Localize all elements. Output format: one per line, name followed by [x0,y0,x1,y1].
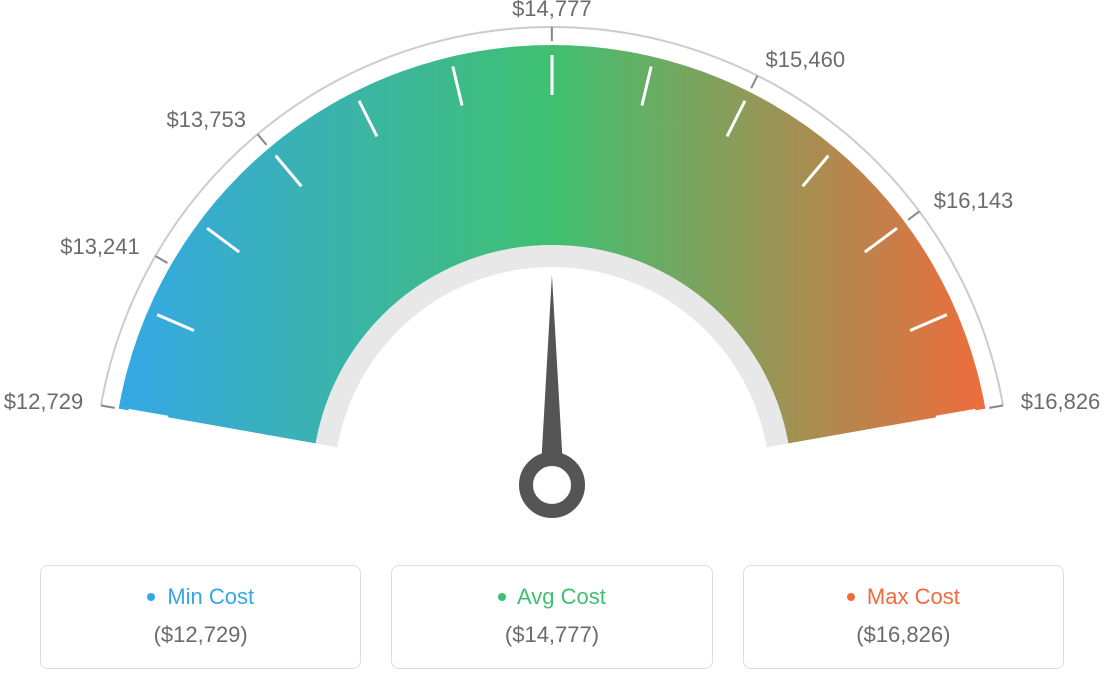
legend-card-min: Min Cost ($12,729) [40,565,361,669]
gauge-tick-label: $13,241 [60,234,140,260]
legend-title-max: Max Cost [754,584,1053,610]
legend-card-max: Max Cost ($16,826) [743,565,1064,669]
legend-title-text-max: Max Cost [867,584,960,609]
gauge-tick-label: $14,777 [512,0,592,22]
gauge-tick-label: $16,826 [1021,389,1101,415]
legend-row: Min Cost ($12,729) Avg Cost ($14,777) Ma… [0,565,1104,669]
gauge-chart: $12,729 $13,241 $13,753 $14,777 $15,460 $16,1… [0,0,1104,555]
legend-dot-max [847,593,855,601]
gauge-tick-label: $13,753 [166,107,246,133]
legend-dot-min [147,593,155,601]
legend-value-min: ($12,729) [51,622,350,648]
legend-title-text-min: Min Cost [167,584,254,609]
legend-dot-avg [498,593,506,601]
legend-title-min: Min Cost [51,584,350,610]
legend-value-avg: ($14,777) [402,622,701,648]
legend-title-avg: Avg Cost [402,584,701,610]
gauge-tick-label: $12,729 [4,389,84,415]
legend-title-text-avg: Avg Cost [517,584,606,609]
legend-value-max: ($16,826) [754,622,1053,648]
gauge-tick-label: $15,460 [766,47,846,73]
legend-card-avg: Avg Cost ($14,777) [391,565,712,669]
gauge-tick-label: $16,143 [934,188,1014,214]
